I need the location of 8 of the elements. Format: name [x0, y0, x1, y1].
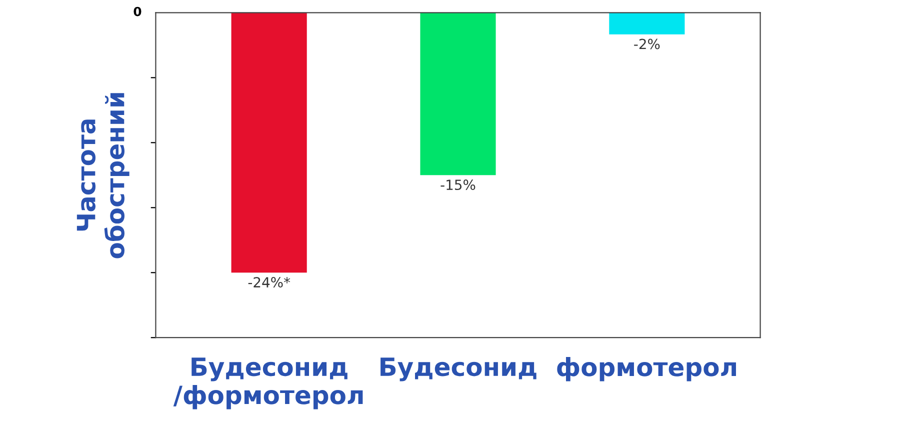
- text: 0: [134, 6, 142, 16]
- y-axis-title: Частота обострений: [76, 93, 130, 258]
- x-tick-label: Будесонид /формотерол: [173, 358, 363, 410]
- data-label: -24%*: [248, 277, 290, 288]
- data-label: -15%: [440, 180, 476, 190]
- x-tick-label: формотерол: [557, 357, 736, 382]
- data-label: -2%: [634, 38, 660, 50]
- x-tick-label: Будесонид: [380, 358, 536, 382]
